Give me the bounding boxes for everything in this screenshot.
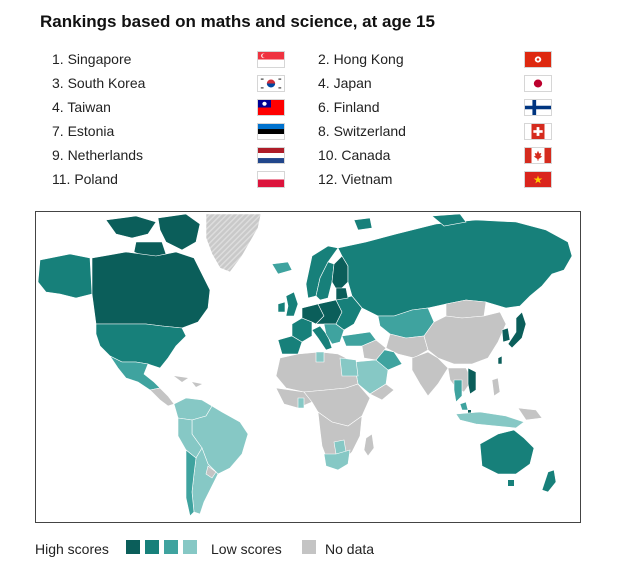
mongolia: [445, 299, 487, 319]
singapore-flag: [257, 51, 285, 68]
rank-label: 9. Netherlands: [52, 147, 144, 163]
hong-kong-flag: [524, 51, 552, 68]
canada-flag: [524, 147, 552, 164]
greenland: [205, 213, 262, 273]
singapore: [468, 410, 471, 413]
australia: [479, 429, 535, 475]
legend-swatch-tier3: [164, 540, 178, 554]
rank-label: 2. Hong Kong: [318, 51, 404, 67]
india: [411, 351, 449, 397]
south-korea: [501, 327, 511, 343]
central-asia: [385, 333, 429, 359]
rank-label: 12. Vietnam: [318, 171, 393, 187]
yemen-oman: [369, 383, 395, 401]
tunisia: [315, 351, 325, 363]
thailand: [453, 379, 463, 403]
uk: [285, 291, 299, 317]
canada: [91, 251, 211, 329]
poland-flag: [257, 171, 285, 188]
legend-swatch-no-data: [302, 540, 316, 554]
italy: [311, 325, 333, 351]
world-map: [35, 211, 581, 523]
baltics: [335, 287, 349, 301]
central-america: [149, 387, 175, 407]
chart-title: Rankings based on maths and science, at …: [40, 12, 435, 31]
mexico: [109, 355, 161, 391]
south-africa: [323, 449, 351, 471]
rank-label: 7. Estonia: [52, 123, 115, 139]
legend-low-label: Low scores: [211, 541, 282, 557]
iceland: [271, 261, 293, 275]
alaska: [37, 253, 93, 299]
rank-label: 4. Japan: [318, 75, 372, 91]
rank-label: 4. Taiwan: [52, 99, 111, 115]
sweden: [315, 261, 335, 301]
vietnam: [467, 367, 477, 395]
legend-no-data-label: No data: [325, 541, 375, 557]
finland-flag: [524, 99, 552, 116]
madagascar: [363, 433, 375, 457]
new-zealand: [541, 469, 557, 493]
malaysia: [459, 401, 469, 411]
legend-swatch-tier2: [145, 540, 159, 554]
rank-label: 11. Poland: [52, 171, 118, 187]
egypt: [339, 357, 359, 377]
russia: [337, 219, 573, 317]
rank-label: 10. Canada: [318, 147, 391, 163]
chile: [185, 449, 197, 517]
canada-arctic-islands: [105, 215, 157, 239]
japan: [507, 311, 527, 349]
ghana: [297, 397, 305, 409]
legend-swatch-tier4: [183, 540, 197, 554]
rank-label: 6. Finland: [318, 99, 380, 115]
china: [423, 311, 507, 365]
japan-flag: [524, 75, 552, 92]
philippines: [491, 377, 501, 397]
iraq-syria: [361, 339, 387, 361]
vietnam-flag: [524, 171, 552, 188]
rank-label: 8. Switzerland: [318, 123, 406, 139]
usa: [95, 323, 187, 369]
legend-high-label: High scores: [35, 541, 109, 557]
taiwan: [497, 355, 503, 365]
rank-label: 1. Singapore: [52, 51, 132, 67]
ireland: [277, 301, 286, 313]
netherlands-flag: [257, 147, 285, 164]
estonia-flag: [257, 123, 285, 140]
south-korea-flag: [257, 75, 285, 92]
legend-swatch-tier1: [126, 540, 140, 554]
rank-label: 3. South Korea: [52, 75, 146, 91]
switzerland-flag: [524, 123, 552, 140]
spain-portugal: [277, 335, 303, 355]
indonesia: [455, 411, 525, 429]
southern-africa: [317, 411, 363, 465]
taiwan-flag: [257, 99, 285, 116]
